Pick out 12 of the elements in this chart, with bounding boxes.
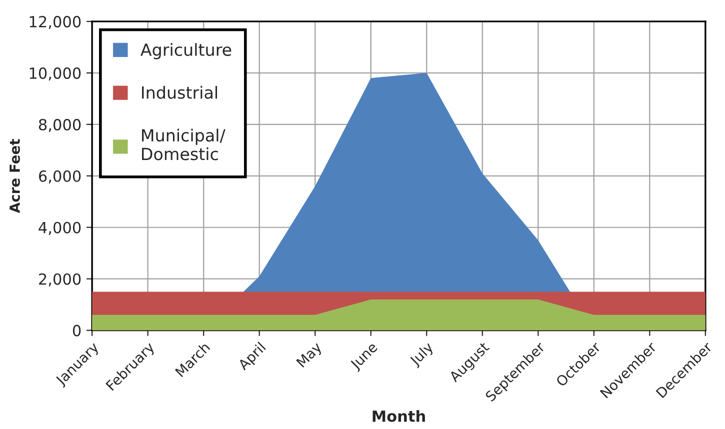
y-tick-label: 6,000 (38, 170, 81, 184)
legend-label: Industrial (142, 86, 218, 99)
y-tick-label: 12,000 (30, 16, 81, 30)
legend-label: Municipal/ Domestic (142, 128, 226, 160)
y-tick-label: 2,000 (39, 273, 81, 286)
y-tick-label: 8,000 (38, 118, 81, 132)
legend-label: Agriculture (140, 43, 232, 60)
y-axis-title: Acre Feet (10, 138, 20, 214)
x-axis-title: Month (372, 410, 425, 422)
y-tick-label: 10,000 (30, 67, 81, 81)
y-tick-label: 4,000 (38, 222, 81, 235)
y-tick-label: 0 (72, 324, 81, 336)
